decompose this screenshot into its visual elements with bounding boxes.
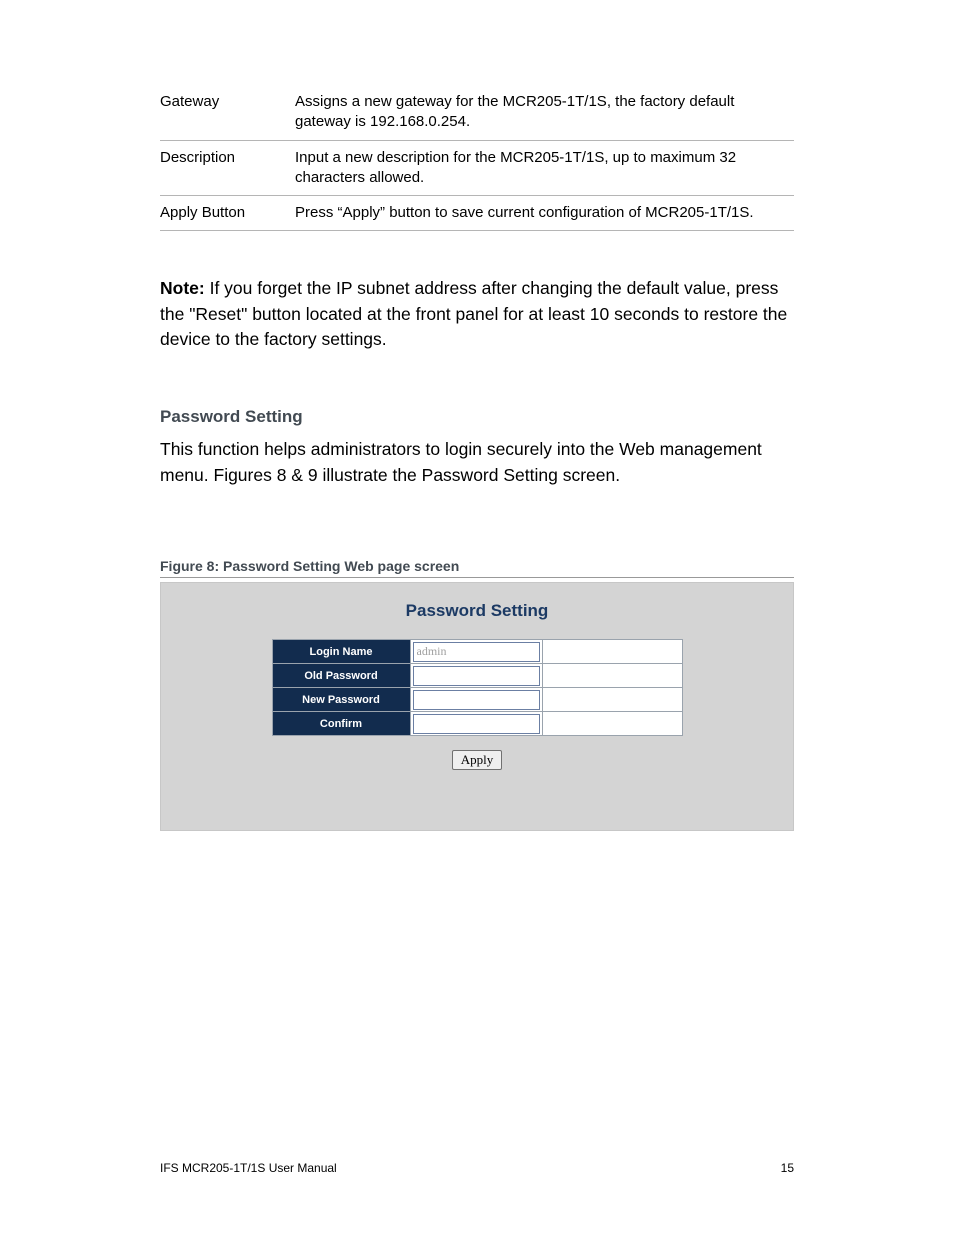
table-row: Description Input a new description for …	[160, 140, 794, 196]
footer-left: IFS MCR205-1T/1S User Manual	[160, 1161, 337, 1175]
param-val: Assigns a new gateway for the MCR205-1T/…	[295, 85, 794, 140]
param-key: Description	[160, 140, 295, 196]
document-page: Gateway Assigns a new gateway for the MC…	[0, 0, 954, 1235]
confirm-label: Confirm	[272, 712, 410, 736]
section-heading: Password Setting	[160, 407, 794, 427]
form-row-new-password: New Password	[272, 688, 682, 712]
note-label: Note:	[160, 278, 205, 298]
table-row: Gateway Assigns a new gateway for the MC…	[160, 85, 794, 140]
login-name-label: Login Name	[272, 640, 410, 664]
new-password-input[interactable]	[413, 690, 540, 710]
old-password-input[interactable]	[413, 666, 540, 686]
form-spacer	[542, 712, 682, 736]
form-spacer	[542, 664, 682, 688]
login-name-input[interactable]	[413, 642, 540, 662]
old-password-label: Old Password	[272, 664, 410, 688]
figure-caption: Figure 8: Password Setting Web page scre…	[160, 558, 794, 578]
apply-button[interactable]: Apply	[452, 750, 503, 770]
form-row-old-password: Old Password	[272, 664, 682, 688]
footer-page-number: 15	[781, 1161, 794, 1175]
param-key: Apply Button	[160, 196, 295, 231]
password-setting-screenshot: Password Setting Login Name Old Password…	[160, 582, 794, 831]
confirm-input[interactable]	[413, 714, 540, 734]
form-row-confirm: Confirm	[272, 712, 682, 736]
param-key: Gateway	[160, 85, 295, 140]
section-intro: This function helps administrators to lo…	[160, 437, 794, 488]
note-paragraph: Note: If you forget the IP subnet addres…	[160, 276, 794, 352]
param-val: Press “Apply” button to save current con…	[295, 196, 794, 231]
parameter-table: Gateway Assigns a new gateway for the MC…	[160, 85, 794, 231]
new-password-label: New Password	[272, 688, 410, 712]
table-row: Apply Button Press “Apply” button to sav…	[160, 196, 794, 231]
apply-button-wrap: Apply	[161, 750, 793, 770]
form-spacer	[542, 640, 682, 664]
form-row-login-name: Login Name	[272, 640, 682, 664]
note-text: If you forget the IP subnet address afte…	[160, 278, 787, 349]
param-val: Input a new description for the MCR205-1…	[295, 140, 794, 196]
page-footer: IFS MCR205-1T/1S User Manual 15	[160, 1161, 794, 1175]
panel-title: Password Setting	[161, 601, 793, 621]
form-spacer	[542, 688, 682, 712]
password-form-table: Login Name Old Password New Password	[272, 639, 683, 736]
